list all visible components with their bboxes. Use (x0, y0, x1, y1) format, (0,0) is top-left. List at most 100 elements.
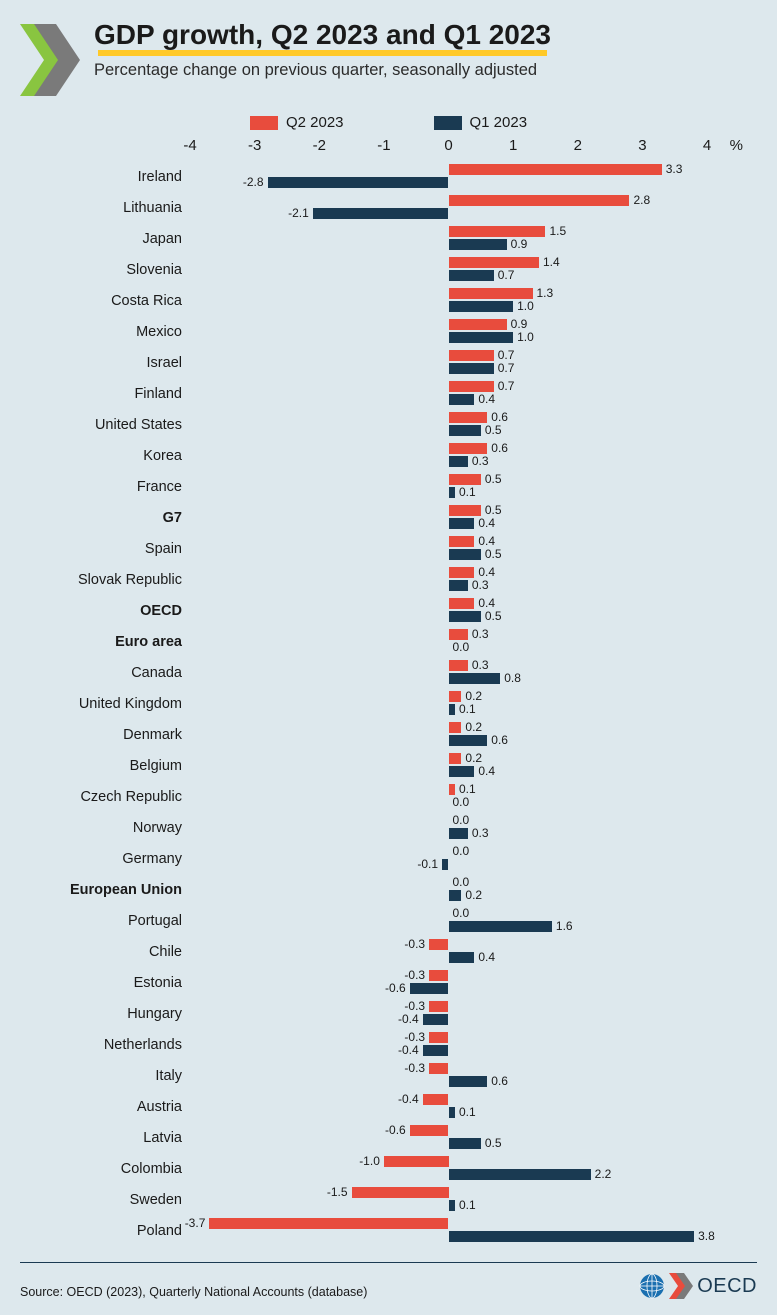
country-label: Italy (20, 1068, 190, 1084)
bar-value-label: 3.3 (662, 164, 683, 175)
country-label: Norway (20, 820, 190, 836)
table-row: G70.50.4 (190, 502, 707, 533)
bar-value-label: -2.1 (288, 208, 313, 219)
bar-value-label: -0.6 (385, 983, 410, 994)
bar-q1: 0.4 (449, 952, 475, 963)
table-row: Czech Republic0.10.0 (190, 781, 707, 812)
bar-q1: 1.6 (449, 921, 552, 932)
oecd-chevron-small-icon (669, 1273, 693, 1299)
bar-q2: 0.1 (449, 784, 455, 795)
table-row: France0.50.1 (190, 471, 707, 502)
country-label: Chile (20, 944, 190, 960)
country-label: Israel (20, 355, 190, 371)
legend-item-q2: Q2 2023 (250, 114, 344, 131)
bar-value-label: 0.9 (507, 239, 528, 250)
bar-q2: 0.7 (449, 381, 494, 392)
bar-q1: 1.0 (449, 332, 514, 343)
title-block: GDP growth, Q2 2023 and Q1 2023 Percenta… (94, 20, 757, 80)
bar-q2: 0.3 (449, 629, 468, 640)
bar-value-label: 0.4 (474, 952, 495, 963)
bar-value-label: 0.0 (449, 877, 470, 888)
bar-q1: 0.4 (449, 394, 475, 405)
bar-q1: 0.2 (449, 890, 462, 901)
legend-swatch-q1 (434, 116, 462, 130)
bar-value-label: 2.8 (629, 195, 650, 206)
country-label: European Union (20, 882, 190, 898)
country-label: Slovenia (20, 262, 190, 278)
country-label: Mexico (20, 324, 190, 340)
bar-value-label: 0.4 (474, 766, 495, 777)
bar-value-label: -0.4 (398, 1045, 423, 1056)
axis-tick: 2 (574, 137, 582, 154)
bar-q2: -1.5 (352, 1187, 449, 1198)
bar-value-label: 0.5 (481, 1138, 502, 1149)
bar-value-label: 0.7 (494, 350, 515, 361)
bar-value-label: -0.4 (398, 1014, 423, 1025)
bar-value-label: -0.1 (417, 859, 442, 870)
bar-value-label: -0.3 (404, 1063, 429, 1074)
axis-tick: -2 (313, 137, 326, 154)
bar-value-label: 0.0 (449, 797, 470, 808)
table-row: Spain0.40.5 (190, 533, 707, 564)
bar-q1: -0.4 (423, 1045, 449, 1056)
bar-value-label: -0.3 (404, 1001, 429, 1012)
bar-q1: 0.4 (449, 766, 475, 777)
bar-q2: 0.5 (449, 474, 481, 485)
bar-value-label: 0.5 (481, 474, 502, 485)
bar-value-label: 0.1 (455, 1200, 476, 1211)
table-row: Sweden-1.50.1 (190, 1184, 707, 1215)
bar-q2: -0.3 (429, 1001, 448, 1012)
axis-tick: -4 (183, 137, 196, 154)
table-row: Belgium0.20.4 (190, 750, 707, 781)
bar-q1: 0.9 (449, 239, 507, 250)
table-row: Japan1.50.9 (190, 223, 707, 254)
bar-q1: -2.8 (268, 177, 449, 188)
table-row: Lithuania2.8-2.1 (190, 192, 707, 223)
country-label: Hungary (20, 1006, 190, 1022)
bar-q1: 0.5 (449, 1138, 481, 1149)
table-row: Costa Rica1.31.0 (190, 285, 707, 316)
bar-value-label: -3.7 (185, 1218, 210, 1229)
axis-tick: 1 (509, 137, 517, 154)
bar-q1: 0.6 (449, 1076, 488, 1087)
table-row: Colombia-1.02.2 (190, 1153, 707, 1184)
bar-q2: 0.3 (449, 660, 468, 671)
axis-tick: -3 (248, 137, 261, 154)
bar-value-label: 0.2 (461, 722, 482, 733)
legend: Q2 2023 Q1 2023 (20, 114, 757, 131)
axis-unit: % (730, 137, 743, 154)
axis-tick: 3 (638, 137, 646, 154)
legend-label-q2: Q2 2023 (286, 114, 344, 131)
bar-value-label: 0.5 (481, 611, 502, 622)
bar-q2: -0.3 (429, 970, 448, 981)
page-subtitle: Percentage change on previous quarter, s… (94, 61, 757, 80)
bar-value-label: 0.2 (461, 691, 482, 702)
bar-q2: -0.3 (429, 1063, 448, 1074)
bar-value-label: 1.5 (545, 226, 566, 237)
bar-value-label: 0.4 (474, 567, 495, 578)
bar-q1: 0.3 (449, 828, 468, 839)
bar-q2: 0.2 (449, 691, 462, 702)
bar-value-label: 0.0 (449, 642, 470, 653)
axis-tick: -1 (377, 137, 390, 154)
bar-value-label: 1.3 (533, 288, 554, 299)
country-label: Estonia (20, 975, 190, 991)
bar-value-label: 0.2 (461, 890, 482, 901)
source-text: Source: OECD (2023), Quarterly National … (20, 1285, 367, 1299)
footer: Source: OECD (2023), Quarterly National … (20, 1262, 757, 1299)
bar-value-label: 0.6 (487, 1076, 508, 1087)
bar-q2: -0.3 (429, 939, 448, 950)
bar-q1: 0.5 (449, 549, 481, 560)
bar-q2: 1.4 (449, 257, 539, 268)
country-label: Poland (20, 1223, 190, 1239)
bar-value-label: 2.2 (591, 1169, 612, 1180)
table-row: Portugal0.01.6 (190, 905, 707, 936)
header: GDP growth, Q2 2023 and Q1 2023 Percenta… (20, 20, 757, 96)
bar-value-label: 0.8 (500, 673, 521, 684)
bar-q2: 0.2 (449, 753, 462, 764)
bar-value-label: 0.3 (468, 456, 489, 467)
bar-q2: -3.7 (209, 1218, 448, 1229)
bar-q2: -1.0 (384, 1156, 449, 1167)
bar-value-label: 1.0 (513, 332, 534, 343)
table-row: Netherlands-0.3-0.4 (190, 1029, 707, 1060)
